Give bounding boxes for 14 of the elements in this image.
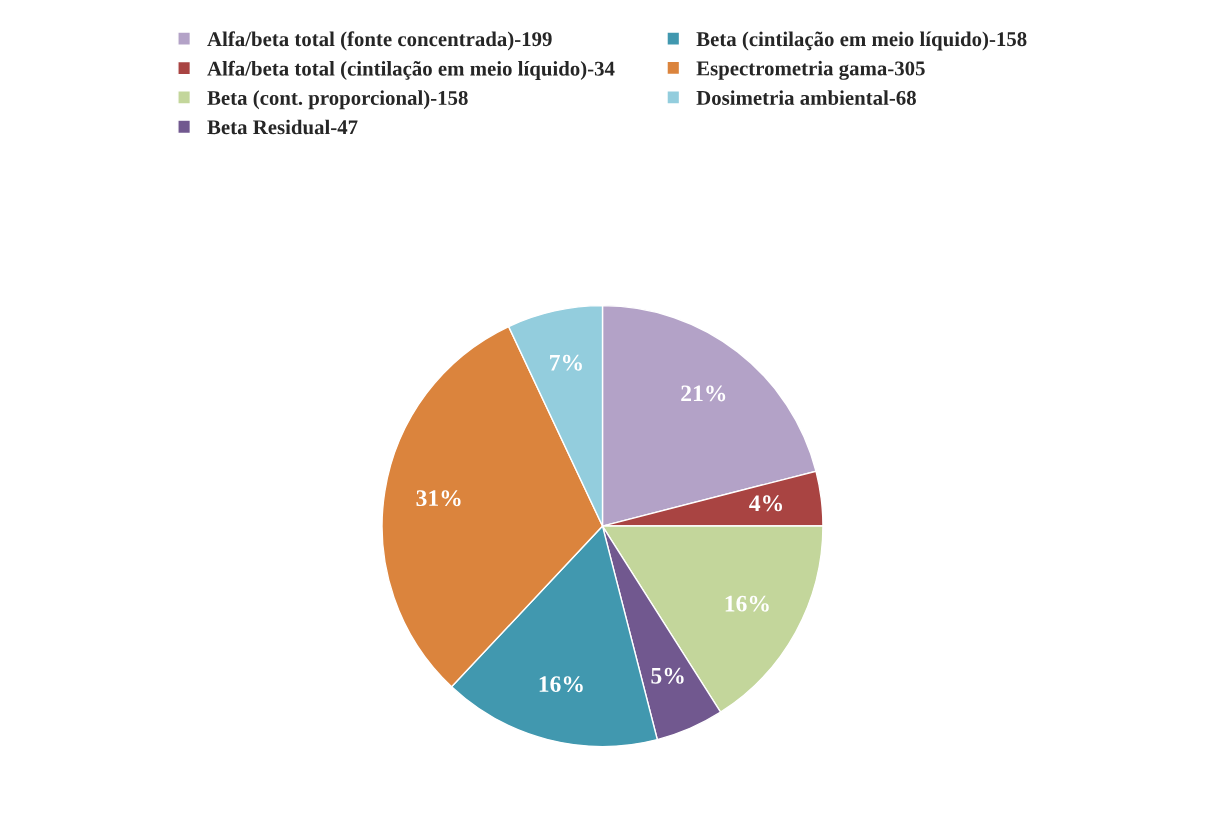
legend-label: Dosimetria ambiental-68 bbox=[696, 90, 916, 105]
data-label: 4% bbox=[749, 495, 783, 512]
legend-label: Alfa/beta total (fonte concentrada)-199 bbox=[207, 31, 552, 51]
data-label: 16% bbox=[539, 676, 583, 693]
legend-label: Beta (cintilação em meio líquido)-158 bbox=[696, 31, 1027, 51]
data-label: 16% bbox=[725, 595, 769, 612]
data-label: 7% bbox=[550, 354, 582, 371]
legend-label: Beta (cont. proporcional)-158 bbox=[207, 90, 468, 110]
legend-label: Beta Residual-47 bbox=[207, 119, 358, 135]
legend-label: Espectrometria gama-305 bbox=[696, 60, 925, 80]
data-label: 5% bbox=[651, 667, 684, 684]
legend-label: Alfa/beta total (cintilação em meio líquido)-34 bbox=[207, 60, 615, 80]
data-label: 31% bbox=[416, 490, 461, 507]
data-label: 21% bbox=[681, 385, 726, 402]
